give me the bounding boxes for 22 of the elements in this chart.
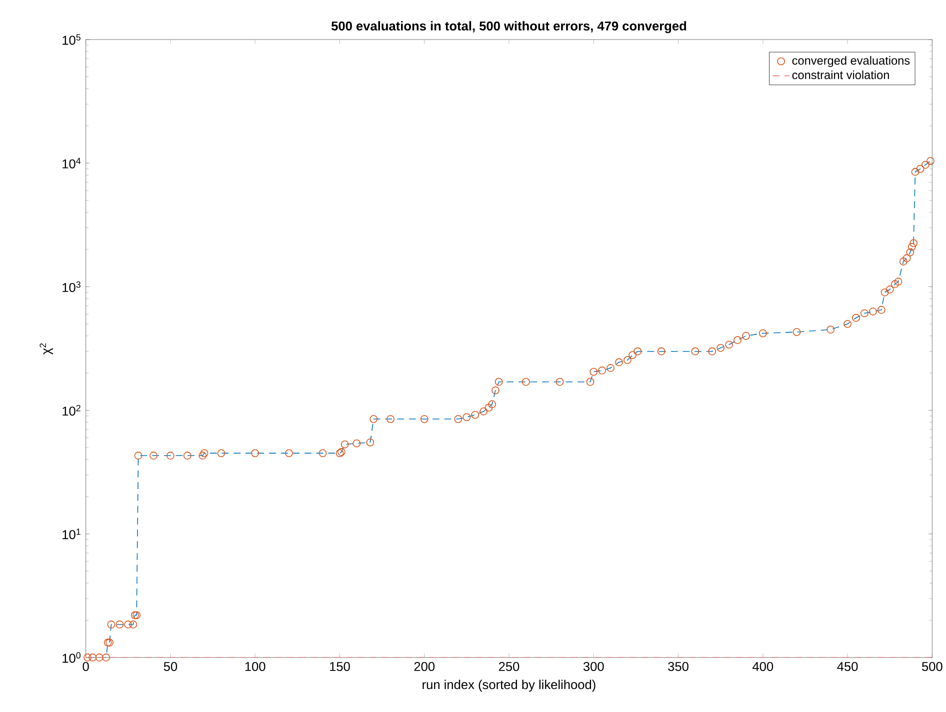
x-tick-label: 300 (583, 662, 604, 672)
legend-label: constraint violation (792, 70, 889, 80)
y-axis-title: χ$^{2}$ (40, 343, 53, 355)
x-tick-label: 500 (922, 662, 942, 672)
x-tick-label: 100 (245, 662, 266, 672)
x-tick-label: 150 (330, 662, 350, 672)
y-tick-label: 10$^{1}$ (62, 528, 80, 540)
x-axis-title: run index (sorted by likelihood) (422, 680, 596, 692)
chart-title: 500 evaluations in total, 500 without errors, 479 converged (331, 21, 686, 34)
x-tick-label: 400 (752, 662, 774, 672)
y-tick-label: 10$^{0}$ (62, 652, 81, 663)
y-tick-label: 10$^{4}$ (62, 158, 81, 168)
x-tick-label: 0 (82, 662, 89, 672)
x-tick-label: 250 (498, 662, 520, 672)
y-tick-label: 10$^{5}$ (62, 34, 80, 45)
x-tick-label: 200 (414, 662, 435, 672)
x-tick-label: 350 (668, 662, 688, 672)
x-tick-label: 50 (164, 662, 178, 672)
x-tick-label: 450 (837, 662, 858, 672)
y-tick-label: 10$^{2}$ (62, 405, 80, 416)
y-tick-label: 10$^{3}$ (62, 281, 80, 292)
legend-label: converged evaluations (792, 56, 910, 68)
